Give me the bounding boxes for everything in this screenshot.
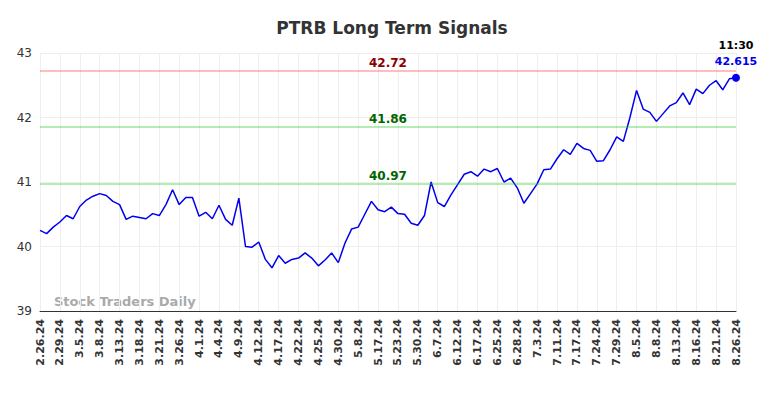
- svg-text:3.26.24: 3.26.24: [173, 319, 186, 366]
- svg-text:40: 40: [17, 240, 32, 254]
- svg-text:4.25.24: 4.25.24: [312, 319, 325, 366]
- svg-text:3.5.24: 3.5.24: [73, 319, 86, 358]
- svg-text:6.12.24: 6.12.24: [451, 319, 464, 366]
- svg-text:5.23.24: 5.23.24: [391, 319, 404, 366]
- svg-text:6.25.24: 6.25.24: [491, 319, 504, 366]
- svg-text:11:30: 11:30: [718, 39, 753, 52]
- svg-text:3.13.24: 3.13.24: [113, 319, 126, 366]
- svg-text:4.22.24: 4.22.24: [292, 319, 305, 366]
- svg-text:7.3.24: 7.3.24: [531, 319, 544, 358]
- svg-text:8.21.24: 8.21.24: [710, 319, 723, 366]
- svg-text:41.86: 41.86: [369, 112, 407, 126]
- svg-text:42: 42: [17, 111, 32, 125]
- svg-text:4.9.24: 4.9.24: [232, 319, 245, 358]
- svg-text:8.26.24: 8.26.24: [730, 319, 743, 366]
- svg-text:40.97: 40.97: [369, 169, 407, 183]
- svg-text:7.24.24: 7.24.24: [590, 319, 603, 366]
- svg-text:2.29.24: 2.29.24: [53, 319, 66, 366]
- svg-text:8.5.24: 8.5.24: [630, 319, 643, 358]
- svg-text:8.8.24: 8.8.24: [650, 319, 663, 358]
- svg-text:7.11.24: 7.11.24: [551, 319, 564, 366]
- svg-text:39: 39: [17, 304, 32, 318]
- svg-text:8.16.24: 8.16.24: [690, 319, 703, 366]
- svg-text:7.17.24: 7.17.24: [570, 319, 583, 366]
- svg-text:4.4.24: 4.4.24: [212, 319, 225, 358]
- svg-text:3.8.24: 3.8.24: [93, 319, 106, 358]
- svg-text:5.30.24: 5.30.24: [411, 319, 424, 366]
- svg-text:5.17.24: 5.17.24: [372, 319, 385, 366]
- svg-text:8.13.24: 8.13.24: [670, 319, 683, 366]
- svg-text:3.21.24: 3.21.24: [153, 319, 166, 366]
- svg-text:2.26.24: 2.26.24: [34, 319, 47, 366]
- svg-text:Stock Traders Daily: Stock Traders Daily: [54, 294, 196, 309]
- svg-text:4.17.24: 4.17.24: [272, 319, 285, 366]
- svg-text:6.28.24: 6.28.24: [511, 319, 524, 366]
- svg-text:4.12.24: 4.12.24: [252, 319, 265, 366]
- svg-text:7.29.24: 7.29.24: [610, 319, 623, 366]
- svg-text:4.1.24: 4.1.24: [193, 319, 206, 358]
- svg-text:5.8.24: 5.8.24: [352, 319, 365, 358]
- svg-text:43: 43: [17, 46, 32, 60]
- svg-text:42.615: 42.615: [715, 55, 757, 68]
- svg-text:PTRB Long Term Signals: PTRB Long Term Signals: [276, 18, 507, 38]
- svg-text:41: 41: [17, 175, 32, 189]
- svg-text:3.18.24: 3.18.24: [133, 319, 146, 366]
- svg-text:4.30.24: 4.30.24: [332, 319, 345, 366]
- svg-text:6.17.24: 6.17.24: [471, 319, 484, 366]
- svg-text:42.72: 42.72: [369, 56, 407, 70]
- svg-text:6.7.24: 6.7.24: [431, 319, 444, 358]
